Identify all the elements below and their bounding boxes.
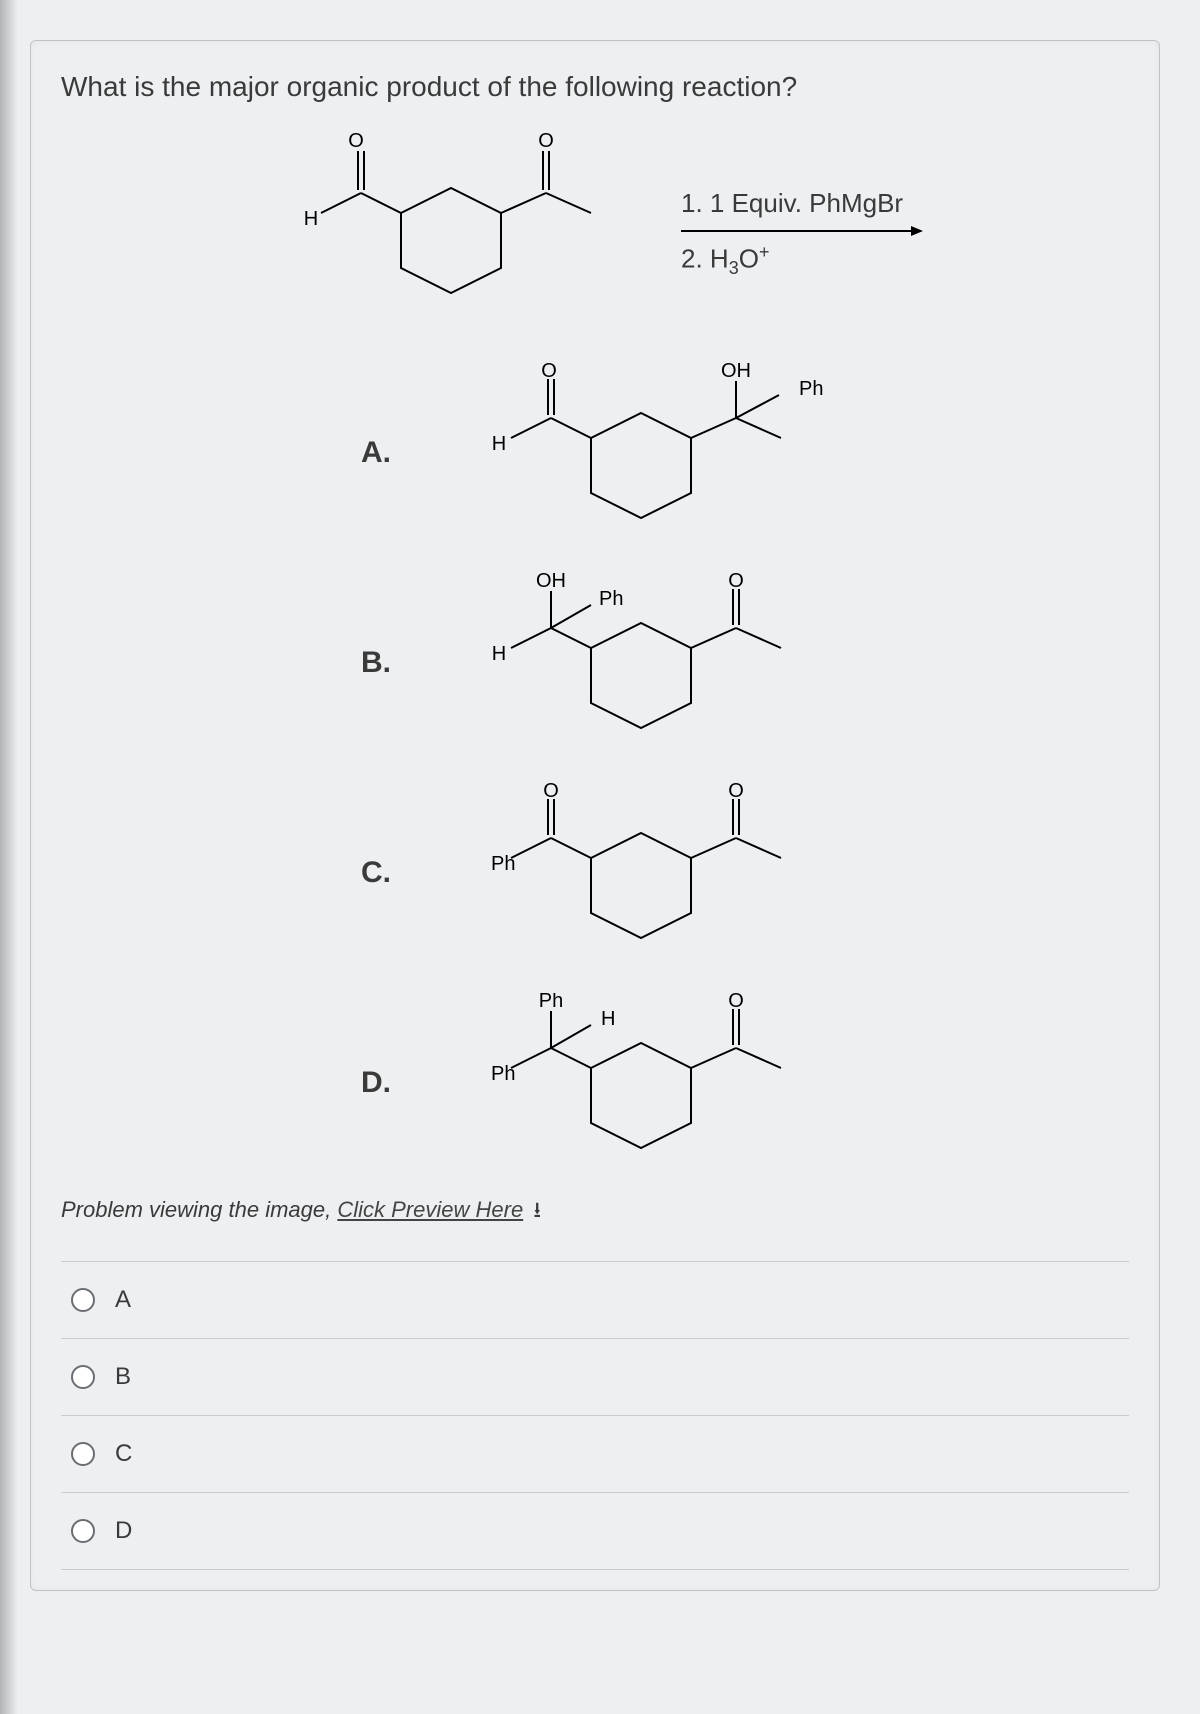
option-d-structure: Ph Ph H O (431, 993, 861, 1173)
atom-o2: O (728, 783, 744, 802)
option-b-row: B. H (361, 573, 1129, 753)
answer-label-d: D (115, 1517, 132, 1545)
option-label-b: B. (361, 646, 401, 680)
condition-2: 2. H3O+ (681, 238, 921, 283)
radio-b[interactable] (71, 1365, 95, 1389)
atom-o: O (541, 363, 557, 382)
radio-a[interactable] (71, 1288, 95, 1312)
atom-o: O (728, 993, 744, 1012)
figure-area: O H O 1. 1 Equiv. PhMgBr 2. H3O+ A. (61, 133, 1129, 1173)
answer-choice-b[interactable]: B (61, 1338, 1129, 1415)
atom-oh: OH (721, 363, 751, 382)
question-text: What is the major organic product of the… (61, 71, 1129, 103)
option-d-row: D. Ph (361, 993, 1129, 1173)
condition-1: 1. 1 Equiv. PhMgBr (681, 183, 921, 225)
page-left-shadow (0, 0, 18, 1714)
preview-link[interactable]: Click Preview Here (337, 1197, 523, 1222)
atom-ph: Ph (599, 588, 623, 610)
option-a-row: A. O (361, 363, 1129, 543)
atom-oh: OH (536, 573, 566, 592)
option-label-c: C. (361, 856, 401, 890)
option-b-structure: H OH Ph O (431, 573, 861, 753)
atom-h: H (492, 433, 506, 455)
preview-line: Problem viewing the image, Click Preview… (61, 1193, 1129, 1231)
reaction-arrow (681, 230, 921, 232)
starting-material-structure: O H O (261, 133, 621, 333)
radio-d[interactable] (71, 1519, 95, 1543)
atom-ph: Ph (491, 853, 515, 875)
atom-ph1: Ph (491, 1063, 515, 1085)
option-label-a: A. (361, 436, 401, 470)
reaction-conditions: 1. 1 Equiv. PhMgBr 2. H3O+ (681, 183, 921, 283)
atom-ph2: Ph (539, 993, 563, 1012)
atom-label-o: O (348, 133, 364, 152)
option-a-structure: O H OH Ph (431, 363, 861, 543)
option-c-structure: Ph O O (431, 783, 861, 963)
atom-h: H (492, 643, 506, 665)
answer-choice-a[interactable]: A (61, 1261, 1129, 1338)
atom-o: O (543, 783, 559, 802)
answer-choice-d[interactable]: D (61, 1492, 1129, 1570)
answer-label-b: B (115, 1363, 131, 1391)
atom-o: O (728, 573, 744, 592)
atom-ph: Ph (799, 378, 823, 400)
question-card: What is the major organic product of the… (30, 40, 1160, 1591)
answer-label-c: C (115, 1440, 132, 1468)
answer-list: A B C D (61, 1261, 1129, 1570)
atom-label-o2: O (538, 133, 554, 152)
radio-c[interactable] (71, 1442, 95, 1466)
atom-h: H (601, 1008, 615, 1030)
preview-prefix: Problem viewing the image, (61, 1197, 337, 1222)
atom-label-h: H (304, 208, 318, 230)
option-c-row: C. Ph (361, 783, 1129, 963)
download-icon[interactable]: ⭳ (533, 1197, 541, 1222)
answer-label-a: A (115, 1286, 131, 1314)
reaction-scheme: O H O 1. 1 Equiv. PhMgBr 2. H3O+ (61, 133, 1129, 333)
option-label-d: D. (361, 1066, 401, 1100)
answer-choice-c[interactable]: C (61, 1415, 1129, 1492)
